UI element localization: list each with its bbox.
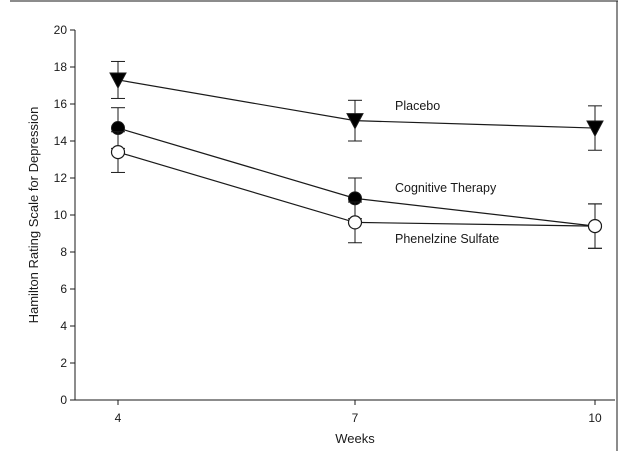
- series-label: Placebo: [395, 99, 440, 113]
- y-axis: 0 2 4 6 8 10 12 14 16 18 20: [54, 23, 76, 407]
- y-tick-label: 18: [54, 60, 68, 74]
- x-tick-label: 4: [115, 411, 122, 425]
- y-tick-label: 16: [54, 97, 68, 111]
- series-label: Phenelzine Sulfate: [395, 232, 499, 246]
- y-tick-label: 6: [60, 282, 67, 296]
- series-phenelzine-sulfate: Phenelzine Sulfate: [110, 131, 603, 249]
- chart-frame: [10, 0, 618, 451]
- series-placebo: Placebo: [109, 60, 604, 151]
- data-point-open-circle: [347, 215, 363, 230]
- x-tick-label: 7: [352, 411, 359, 425]
- data-point-open-circle: [110, 145, 126, 160]
- data-point-triangle: [109, 72, 127, 90]
- y-tick-label: 8: [60, 245, 67, 259]
- series-line: [117, 151, 596, 227]
- data-point-triangle: [586, 120, 604, 138]
- y-axis-title: Hamilton Rating Scale for Depression: [26, 107, 41, 324]
- x-axis-title: Weeks: [335, 431, 375, 446]
- series-label: Cognitive Therapy: [395, 181, 497, 195]
- y-tick-label: 0: [60, 393, 67, 407]
- y-tick-label: 10: [54, 208, 68, 222]
- series-layer: Placebo Cognitive Therapy Phenelzine Sulfa…: [109, 60, 604, 249]
- y-tick-label: 20: [54, 23, 68, 37]
- series-line: [117, 127, 596, 227]
- y-tick-label: 4: [60, 319, 67, 333]
- data-point-triangle: [346, 113, 364, 130]
- x-axis: 4 7 10: [75, 399, 615, 425]
- y-tick-label: 14: [54, 134, 68, 148]
- y-tick-label: 12: [54, 171, 68, 185]
- y-tick-label: 2: [60, 356, 67, 370]
- data-point-open-circle: [587, 219, 603, 234]
- x-tick-label: 10: [588, 411, 602, 425]
